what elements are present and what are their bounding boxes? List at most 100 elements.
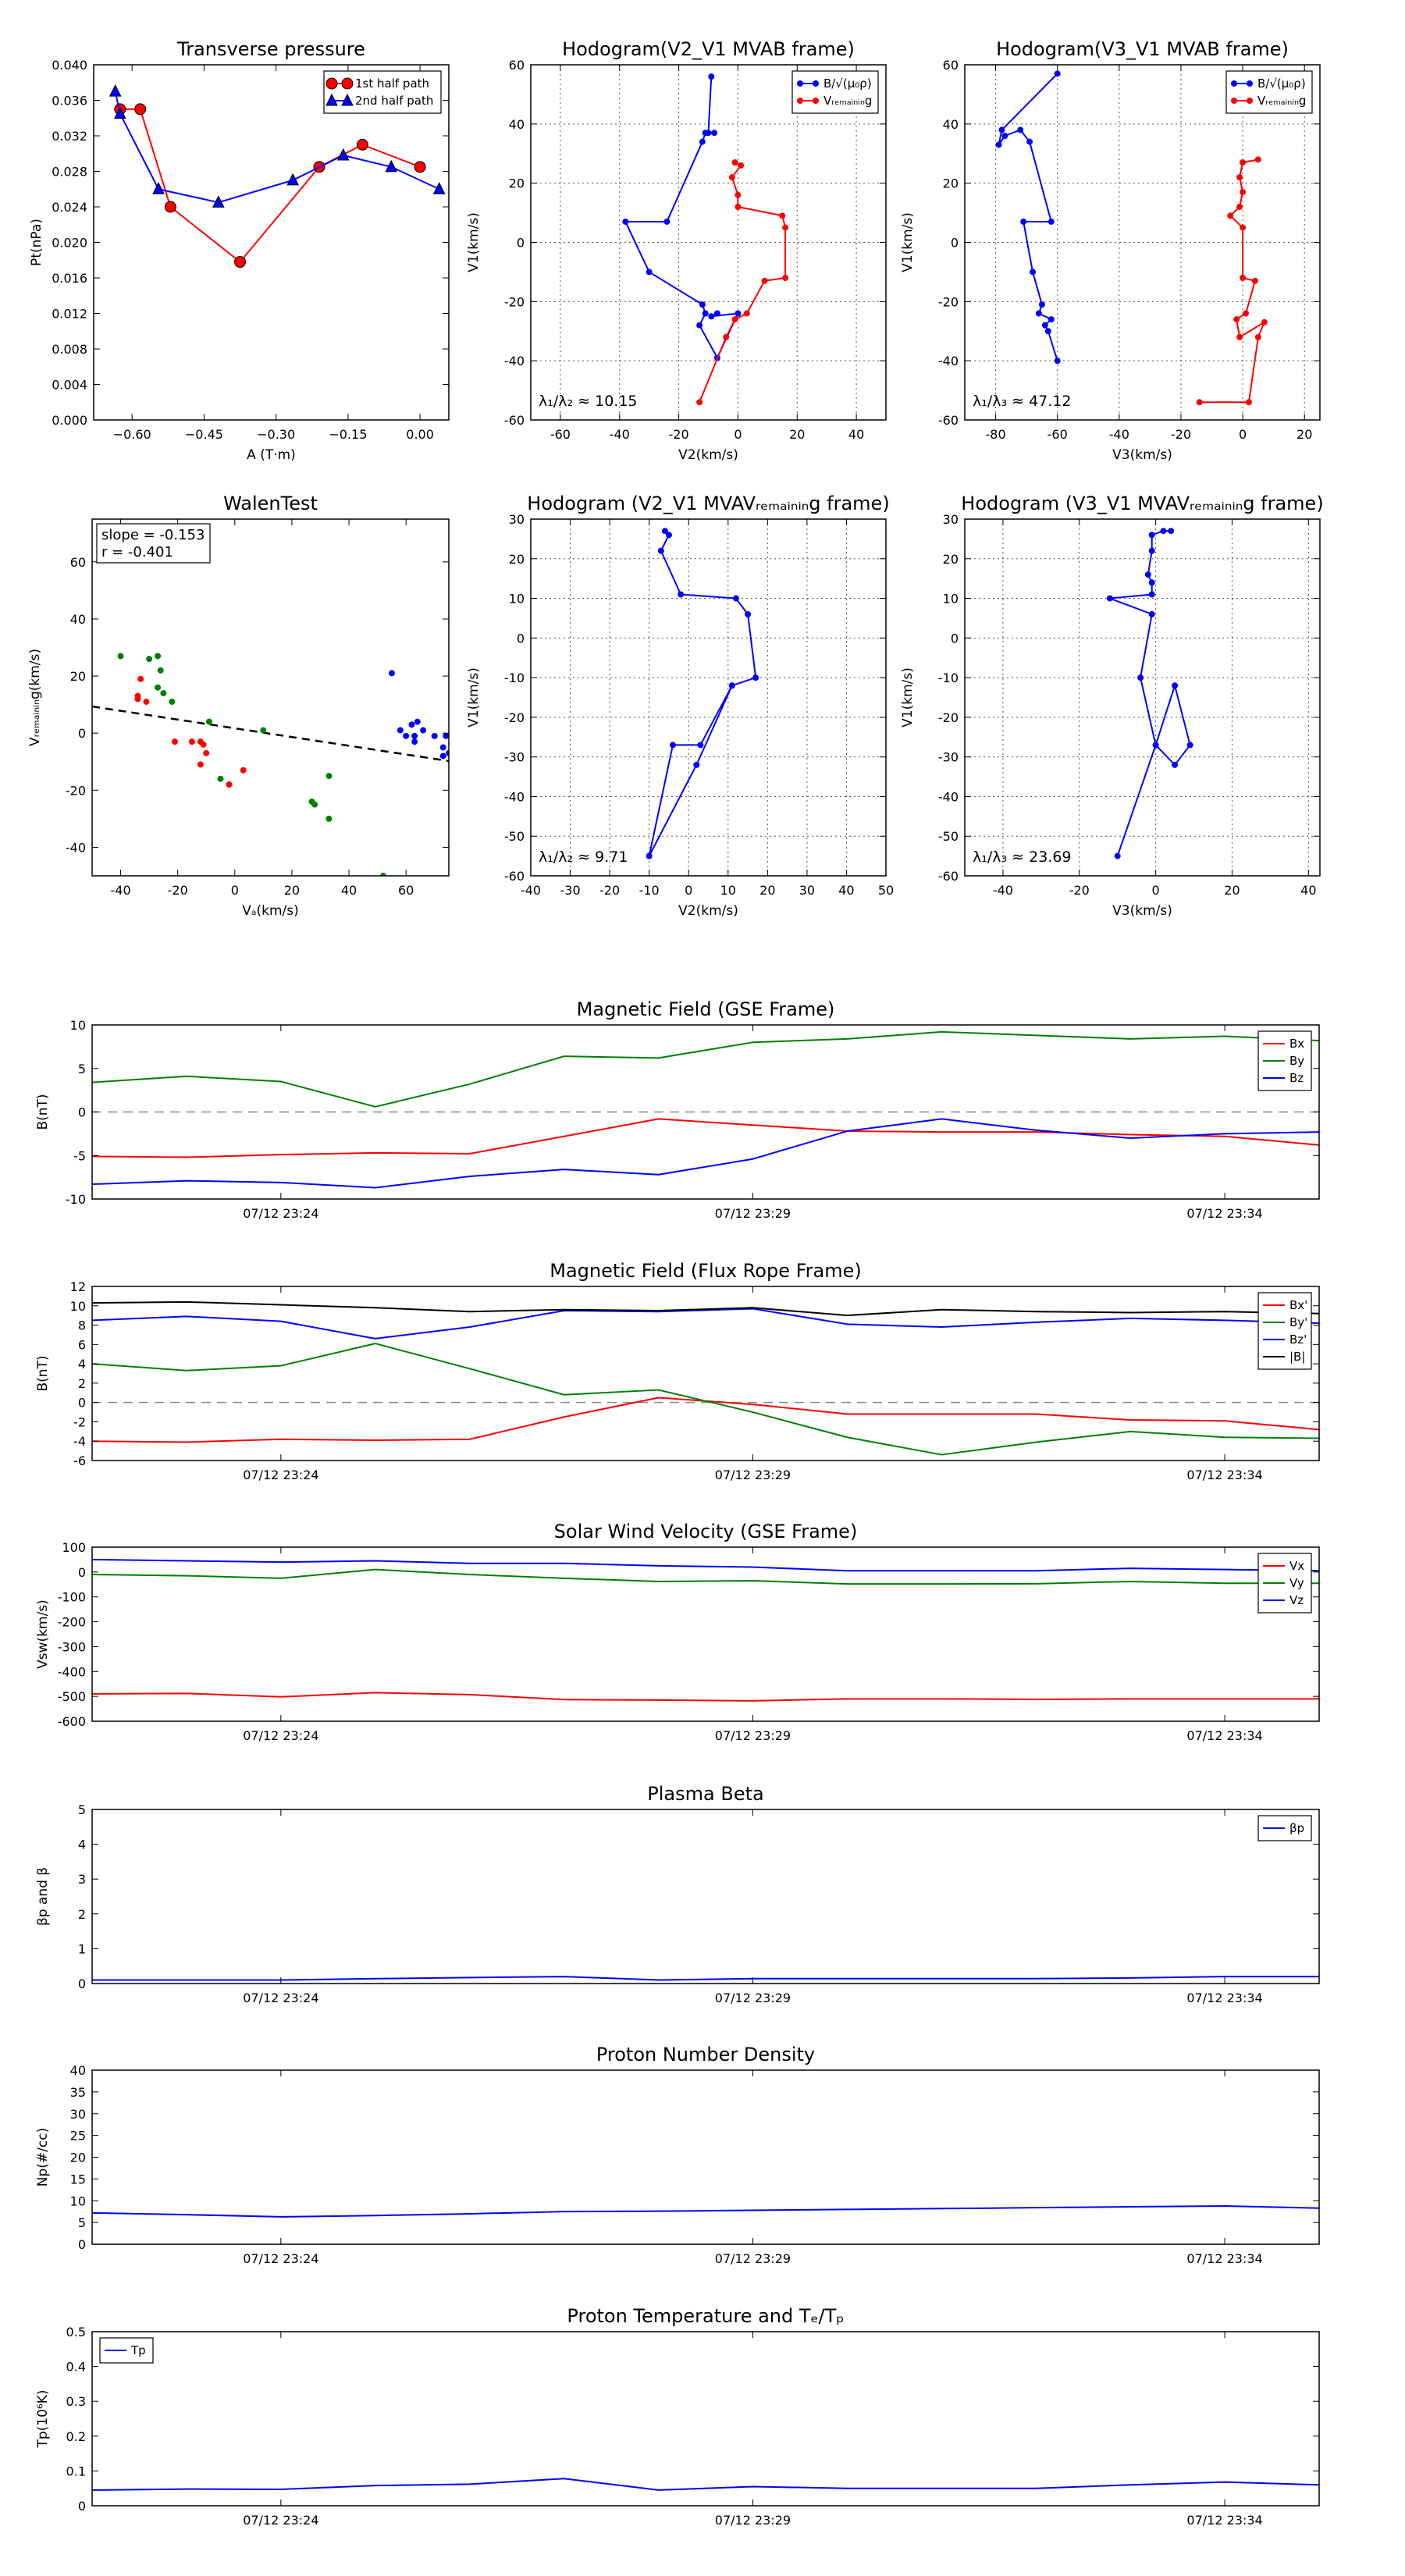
hodogram-v3-v1-mvab-series-1-point bbox=[1240, 275, 1247, 281]
walen-test-series-2-point bbox=[420, 727, 427, 734]
axes-frame bbox=[91, 1286, 1320, 1461]
walen-test-series-2-point bbox=[411, 732, 418, 739]
hodogram-v2-v1-mvab-series-1-point bbox=[696, 399, 703, 406]
y-tick-label: 100 bbox=[62, 1540, 86, 1555]
y-tick-label: 0 bbox=[78, 726, 86, 741]
legend-marker bbox=[1247, 98, 1253, 104]
x-tick-label: 20 bbox=[1297, 427, 1312, 442]
x-tick-label: 07/12 23:34 bbox=[1186, 2251, 1262, 2266]
lambda-ratio-annotation: λ₁/λ₃ ≈ 47.12 bbox=[973, 393, 1072, 410]
y-tick-label: -30 bbox=[938, 750, 959, 765]
hodogram-v3-v1-mvab-series-1-point bbox=[1236, 333, 1243, 340]
hodogram-v3-v1-mvab-series-1-point bbox=[1240, 159, 1247, 166]
hodogram-v2-v1-mvab-series-0-point bbox=[622, 218, 629, 225]
walen-test-series-0-point bbox=[205, 718, 212, 725]
legend-marker bbox=[1247, 80, 1253, 87]
hodogram-v3-v1-mvab-series-1-point bbox=[1251, 277, 1258, 284]
transverse-pressure-series-1-point bbox=[336, 148, 350, 161]
hodogram-v3-v1-mvab-chart: -80 -60 -40 -20 0 20 -60 -40 -20 0 20 40 60 Hodogram(… bbox=[900, 38, 1321, 463]
transverse-pressure-legend: 1st half path 2nd half path bbox=[323, 70, 442, 114]
hodogram-v3-v1-mvav-series-0-point bbox=[1152, 742, 1159, 749]
x-tick-label: 07/12 23:24 bbox=[243, 1206, 318, 1221]
chart-title: WalenTest bbox=[223, 493, 318, 514]
y-tick-label: 20 bbox=[70, 669, 86, 684]
x-tick-label: 20 bbox=[1224, 883, 1240, 898]
legend-label: Vy bbox=[1289, 1576, 1304, 1590]
y-tick-label: 10 bbox=[943, 592, 959, 607]
y-tick-label: 25 bbox=[70, 2129, 86, 2144]
y-tick-label: 20 bbox=[943, 176, 959, 191]
walen-test-series-1-point bbox=[188, 738, 195, 745]
y-tick-label: 0.028 bbox=[52, 165, 87, 180]
transverse-pressure-series-0-point bbox=[164, 201, 176, 213]
plasma-beta-plot-area bbox=[92, 1976, 1319, 1981]
hodogram-v2-v1-mvav-series-0-point bbox=[728, 682, 735, 689]
x-tick-label: 0 bbox=[231, 883, 239, 898]
hodogram-v2-v1-mvav-plot-area bbox=[646, 528, 759, 859]
y-tick-label: -100 bbox=[58, 1590, 86, 1605]
y-axis-label: Pt(nPa) bbox=[29, 219, 44, 266]
y-tick-label: -60 bbox=[938, 869, 959, 884]
hodogram-v2-v1-mvab-series-1-point bbox=[731, 316, 738, 323]
hodogram-v2-v1-mvav-series-0-point bbox=[657, 547, 664, 554]
x-tick-label: 60 bbox=[398, 883, 414, 898]
y-axis-label: V1(km/s) bbox=[900, 667, 916, 728]
magnetic-field-flux-rope-series-3-line bbox=[92, 1300, 1319, 1317]
x-tick-label: −0.15 bbox=[329, 427, 367, 442]
transverse-pressure-series-1-point bbox=[286, 173, 299, 186]
hodogram-v3-v1-mvav-chart: -40 -20 0 20 40 -60 -50 -40 -30 -20 -10 0 10 20 30Hodo… bbox=[900, 493, 1324, 919]
legend-label: Vx bbox=[1289, 1559, 1304, 1573]
y-tick-label: 2 bbox=[78, 1376, 86, 1391]
y-tick-label: 0.036 bbox=[52, 94, 87, 109]
y-tick-label: 0.5 bbox=[66, 2325, 86, 2339]
hodogram-v2-v1-mvab-series-1-point bbox=[782, 224, 789, 231]
x-tick-label: -40 bbox=[110, 883, 130, 898]
legend-box bbox=[323, 70, 442, 114]
y-tick-label: 0 bbox=[78, 1565, 86, 1580]
y-tick-label: 5 bbox=[78, 2215, 86, 2230]
hodogram-v3-v1-mvab-series-0-point bbox=[1044, 328, 1051, 335]
walen-test-series-2-point bbox=[446, 749, 449, 756]
hodogram-v2-v1-mvav-series-0-point bbox=[646, 852, 653, 859]
transverse-pressure-series-0-point bbox=[234, 256, 247, 269]
y-tick-label: 0.004 bbox=[52, 378, 87, 393]
chart-title: Proton Temperature and Tₑ/Tₚ bbox=[567, 2305, 844, 2327]
y-tick-label: -30 bbox=[504, 750, 525, 765]
y-tick-label: 0.008 bbox=[52, 342, 87, 357]
solar-wind-velocity-series-1-line bbox=[92, 1568, 1319, 1585]
transverse-pressure-series-0-line bbox=[119, 108, 421, 263]
x-tick-label: 0 bbox=[734, 427, 742, 442]
legend-marker bbox=[797, 80, 803, 87]
hodogram-v2-v1-mvav-series-0-point bbox=[697, 742, 704, 749]
hodogram-v3-v1-mvav-series-0-point bbox=[1168, 528, 1175, 535]
y-tick-label: 10 bbox=[70, 1299, 86, 1314]
magnetic-field-gse-series-2-line bbox=[92, 1118, 1319, 1189]
x-tick-label: -20 bbox=[1069, 883, 1090, 898]
legend-label: Bx bbox=[1289, 1037, 1304, 1051]
axes-frame bbox=[91, 1546, 1320, 1722]
y-tick-label: -20 bbox=[504, 710, 525, 725]
walen-test-series-0-point bbox=[325, 773, 333, 780]
walen-test-series-2-point bbox=[411, 738, 418, 745]
hodogram-v3-v1-mvav-series-0-point bbox=[1148, 591, 1155, 598]
axes-frame bbox=[964, 518, 1321, 877]
y-axis-label: βp and β bbox=[35, 1867, 51, 1926]
hodogram-v2-v1-mvab-series-0-point bbox=[699, 138, 706, 145]
y-tick-label: -10 bbox=[504, 671, 525, 685]
hodogram-v2-v1-mvav-chart: -40 -30 -20 -10 0 10 20 30 40 50 -60 -50 -40 -30 -20 -1… bbox=[466, 493, 894, 919]
hodogram-v3-v1-mvav-series-0-point bbox=[1148, 547, 1155, 554]
y-tick-label: -40 bbox=[938, 354, 959, 368]
walen-test-series-0-point bbox=[217, 775, 224, 782]
transverse-pressure-series-1-point bbox=[432, 182, 446, 194]
hodogram-v3-v1-mvab-series-0-point bbox=[1048, 316, 1055, 323]
transverse-pressure-series-1-point bbox=[108, 84, 122, 97]
y-axis-label: B(nT) bbox=[35, 1355, 51, 1391]
hodogram-v2-v1-mvab-series-0-point bbox=[711, 130, 718, 137]
hodogram-v2-v1-mvav-series-0-line bbox=[648, 530, 757, 857]
hodogram-v3-v1-mvab-series-1-point bbox=[1261, 318, 1268, 326]
y-tick-label: 1 bbox=[78, 1941, 86, 1956]
y-tick-label: -60 bbox=[504, 869, 525, 884]
hodogram-v3-v1-mvav-series-0-point bbox=[1172, 682, 1179, 689]
y-tick-label: -40 bbox=[66, 840, 86, 855]
